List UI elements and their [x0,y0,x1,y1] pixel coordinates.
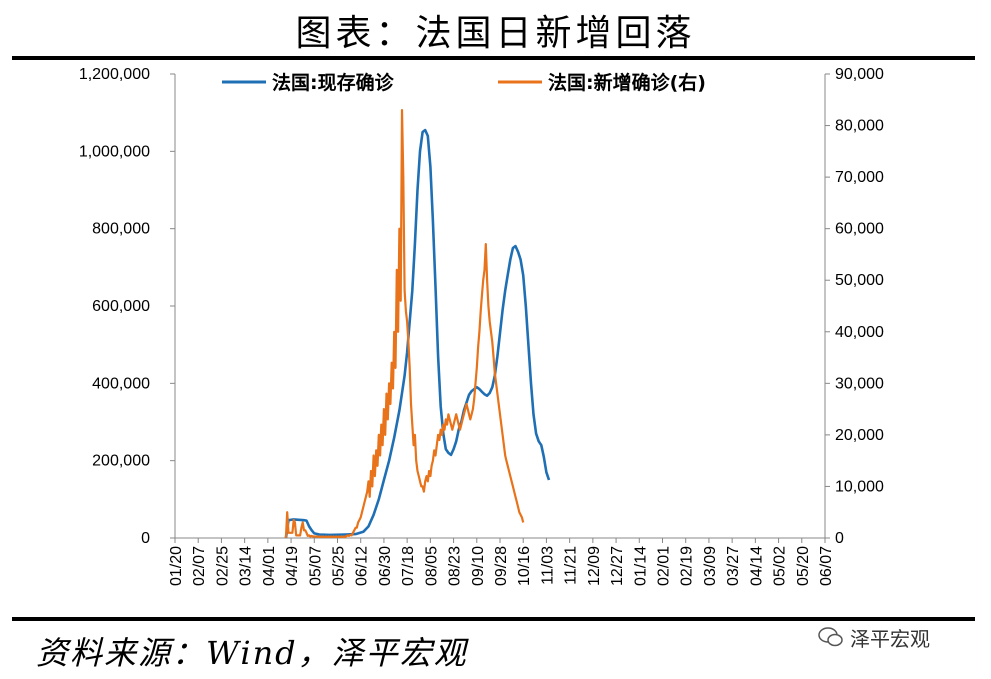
source-note: 资料来源：Wind，泽平宏观 [36,634,468,672]
right-tick-label: 0 [835,530,844,547]
series-line-new-cases [284,109,525,539]
right-tick-label: 40,000 [835,324,884,341]
x-tick-label: 01/20 [168,546,185,586]
x-tick-label: 02/01 [656,546,673,586]
x-tick-label: 12/27 [609,546,626,586]
x-tick-label: 08/05 [423,546,440,586]
x-tick-label: 07/18 [400,546,417,586]
x-tick-label: 05/25 [331,546,348,586]
series-line-active-cases [284,128,551,539]
x-tick-label: 09/28 [493,546,510,586]
right-tick-label: 10,000 [835,478,884,495]
chart: 0 200,000 400,000 600,000 800,000 1,000,000 1,… [79,66,884,586]
watermark-text: 泽平宏观 [850,626,930,651]
x-tick-label: 11/21 [563,546,580,585]
right-tick-label: 70,000 [835,169,884,186]
legend-label: 法国:现存确诊 [272,71,395,94]
x-tick-label: 09/10 [470,546,487,586]
left-tick-label: 0 [141,530,150,547]
x-tick-label: 06/30 [377,546,394,586]
x-tick-label: 12/09 [586,546,603,586]
wechat-icon [818,627,843,647]
x-tick-label: 04/14 [748,546,765,586]
bottom-rule [12,617,975,621]
right-tick-label: 80,000 [835,118,884,135]
chart-title: 图表：法国日新增回落 [295,13,696,54]
x-tick-label: 02/19 [679,546,696,586]
x-tick-label: 01/14 [632,546,649,586]
top-rule [12,56,975,60]
left-tick-label: 1,000,000 [79,143,150,160]
left-tick-label: 1,200,000 [79,66,150,83]
right-tick-label: 30,000 [835,375,884,392]
left-tick-label: 400,000 [92,375,150,392]
x-tick-label: 04/19 [284,546,301,586]
x-tick-label: 03/09 [702,546,719,586]
x-tick-label: 05/07 [307,546,324,586]
x-tick-label: 04/01 [261,546,278,586]
x-tick-label: 02/07 [191,546,208,586]
legend-label: 法国:新增确诊(右) [548,71,706,94]
right-tick-label: 90,000 [835,66,884,83]
x-tick-label: 06/12 [354,546,371,586]
right-tick-label: 60,000 [835,221,884,238]
x-tick-label: 08/23 [447,546,464,586]
x-tick-label: 02/25 [214,546,231,586]
right-tick-label: 20,000 [835,427,884,444]
x-tick-label: 03/27 [725,546,742,586]
left-tick-label: 600,000 [92,298,150,315]
x-tick-label: 03/14 [238,546,255,586]
watermark: 泽平宏观 [818,620,968,654]
x-tick-label: 05/20 [795,546,812,586]
right-tick-label: 50,000 [835,272,884,289]
left-tick-label: 800,000 [92,221,150,238]
x-tick-label: 05/02 [772,546,789,586]
x-tick-label: 06/07 [818,546,835,586]
left-tick-label: 200,000 [92,453,150,470]
x-tick-label: 10/16 [516,546,533,586]
x-tick-label: 11/03 [539,546,556,585]
